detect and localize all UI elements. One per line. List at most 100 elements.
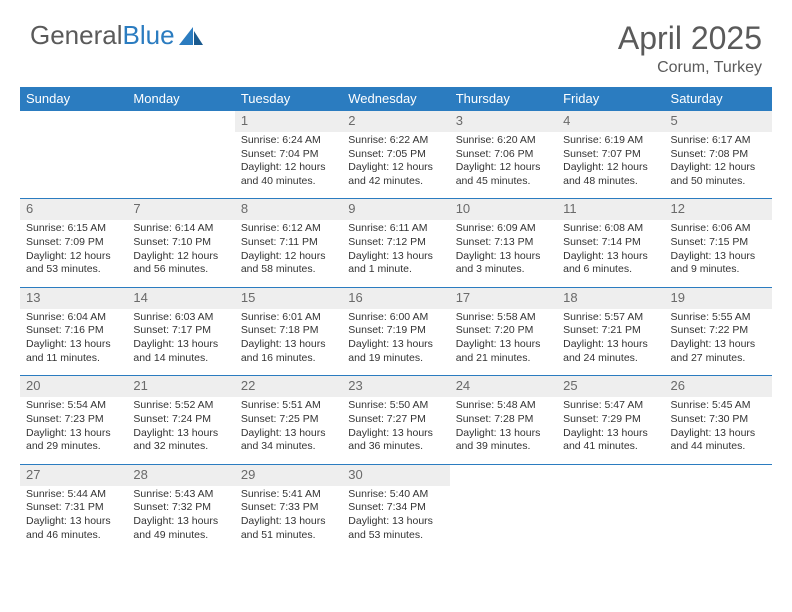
- label: Daylight:: [241, 250, 285, 262]
- day-number: 21: [127, 376, 234, 397]
- label: Sunset:: [456, 148, 495, 160]
- label: Sunset:: [671, 148, 710, 160]
- calendar-cell: 4Sunrise: 6:19 AMSunset: 7:07 PMDaylight…: [557, 111, 664, 199]
- day-number: 23: [342, 376, 449, 397]
- value: 6:24 AM: [282, 134, 321, 146]
- value: 7:11 PM: [279, 236, 317, 248]
- calendar-cell: ..: [665, 464, 772, 552]
- calendar-cell: 24Sunrise: 5:48 AMSunset: 7:28 PMDayligh…: [450, 376, 557, 464]
- day-number: 13: [20, 288, 127, 309]
- value: 7:21 PM: [602, 324, 641, 336]
- label: Sunset:: [241, 324, 280, 336]
- day-number: 9: [342, 199, 449, 220]
- label: Sunset:: [348, 413, 387, 425]
- day-number: 8: [235, 199, 342, 220]
- value: 7:08 PM: [709, 148, 748, 160]
- label: Daylight:: [348, 250, 392, 262]
- calendar-cell: 1Sunrise: 6:24 AMSunset: 7:04 PMDaylight…: [235, 111, 342, 199]
- calendar-body: ....1Sunrise: 6:24 AMSunset: 7:04 PMDayl…: [20, 111, 772, 553]
- label: Sunset:: [671, 324, 710, 336]
- day-body: Sunrise: 6:22 AMSunset: 7:05 PMDaylight:…: [342, 132, 449, 199]
- day-number: 28: [127, 465, 234, 486]
- day-number: 22: [235, 376, 342, 397]
- label: Sunrise:: [241, 134, 282, 146]
- value: 6:19 AM: [605, 134, 644, 146]
- value: 6:04 AM: [67, 311, 106, 323]
- label: Sunrise:: [671, 222, 712, 234]
- weekday-header: Thursday: [450, 87, 557, 111]
- day-body: Sunrise: 5:47 AMSunset: 7:29 PMDaylight:…: [557, 397, 664, 464]
- calendar-cell: ..: [127, 111, 234, 199]
- value: 7:18 PM: [279, 324, 318, 336]
- label: Sunrise:: [456, 311, 497, 323]
- day-body: Sunrise: 6:17 AMSunset: 7:08 PMDaylight:…: [665, 132, 772, 199]
- value: 7:24 PM: [172, 413, 211, 425]
- value: 5:43 AM: [175, 488, 214, 500]
- label: Daylight:: [671, 161, 715, 173]
- value: 7:16 PM: [65, 324, 104, 336]
- label: Daylight:: [133, 338, 177, 350]
- calendar-cell: 27Sunrise: 5:44 AMSunset: 7:31 PMDayligh…: [20, 464, 127, 552]
- weekday-header: Sunday: [20, 87, 127, 111]
- day-number: 4: [557, 111, 664, 132]
- value: 5:44 AM: [67, 488, 106, 500]
- day-body: Sunrise: 5:45 AMSunset: 7:30 PMDaylight:…: [665, 397, 772, 464]
- label: Sunset:: [133, 324, 172, 336]
- value: 5:48 AM: [497, 399, 536, 411]
- day-body: Sunrise: 6:03 AMSunset: 7:17 PMDaylight:…: [127, 309, 234, 376]
- label: Sunset:: [671, 236, 710, 248]
- label: Daylight:: [563, 161, 607, 173]
- day-body: Sunrise: 6:04 AMSunset: 7:16 PMDaylight:…: [20, 309, 127, 376]
- value: 7:28 PM: [494, 413, 533, 425]
- value: 7:05 PM: [387, 148, 426, 160]
- label: Daylight:: [133, 250, 177, 262]
- value: 7:13 PM: [494, 236, 533, 248]
- day-body: Sunrise: 6:20 AMSunset: 7:06 PMDaylight:…: [450, 132, 557, 199]
- value: 7:06 PM: [494, 148, 533, 160]
- day-number: 18: [557, 288, 664, 309]
- day-body: Sunrise: 5:48 AMSunset: 7:28 PMDaylight:…: [450, 397, 557, 464]
- calendar-cell: 12Sunrise: 6:06 AMSunset: 7:15 PMDayligh…: [665, 199, 772, 287]
- label: Sunset:: [241, 236, 280, 248]
- calendar-cell: 21Sunrise: 5:52 AMSunset: 7:24 PMDayligh…: [127, 376, 234, 464]
- calendar-cell: 9Sunrise: 6:11 AMSunset: 7:12 PMDaylight…: [342, 199, 449, 287]
- calendar-cell: 13Sunrise: 6:04 AMSunset: 7:16 PMDayligh…: [20, 287, 127, 375]
- day-number: 12: [665, 199, 772, 220]
- value: 7:33 PM: [279, 501, 318, 513]
- day-number: 15: [235, 288, 342, 309]
- label: Daylight:: [563, 250, 607, 262]
- day-number: 16: [342, 288, 449, 309]
- label: Sunset:: [671, 413, 710, 425]
- day-body: Sunrise: 6:08 AMSunset: 7:14 PMDaylight:…: [557, 220, 664, 287]
- day-number: 7: [127, 199, 234, 220]
- calendar-cell: 16Sunrise: 6:00 AMSunset: 7:19 PMDayligh…: [342, 287, 449, 375]
- value: 6:12 AM: [282, 222, 321, 234]
- day-number: 17: [450, 288, 557, 309]
- label: Sunset:: [563, 413, 602, 425]
- value: 7:27 PM: [387, 413, 426, 425]
- day-number: 2: [342, 111, 449, 132]
- label: Sunrise:: [241, 488, 282, 500]
- calendar-cell: 18Sunrise: 5:57 AMSunset: 7:21 PMDayligh…: [557, 287, 664, 375]
- calendar-cell: 8Sunrise: 6:12 AMSunset: 7:11 PMDaylight…: [235, 199, 342, 287]
- label: Sunrise:: [133, 399, 174, 411]
- header: GeneralBlue April 2025 Corum, Turkey: [0, 0, 792, 87]
- title-block: April 2025 Corum, Turkey: [618, 20, 762, 77]
- calendar-row: 20Sunrise: 5:54 AMSunset: 7:23 PMDayligh…: [20, 376, 772, 464]
- calendar-cell: 15Sunrise: 6:01 AMSunset: 7:18 PMDayligh…: [235, 287, 342, 375]
- value: 7:20 PM: [494, 324, 533, 336]
- day-number: 25: [557, 376, 664, 397]
- label: Sunrise:: [26, 222, 67, 234]
- label: Sunset:: [456, 413, 495, 425]
- label: Sunset:: [241, 501, 280, 513]
- label: Sunrise:: [563, 134, 604, 146]
- month-title: April 2025: [618, 20, 762, 57]
- label: Sunset:: [563, 236, 602, 248]
- logo-word2: Blue: [123, 20, 175, 50]
- calendar-cell: ..: [557, 464, 664, 552]
- label: Daylight:: [671, 338, 715, 350]
- weekday-header-row: SundayMondayTuesdayWednesdayThursdayFrid…: [20, 87, 772, 111]
- label: Sunrise:: [348, 399, 389, 411]
- label: Daylight:: [348, 338, 392, 350]
- label: Sunrise:: [671, 311, 712, 323]
